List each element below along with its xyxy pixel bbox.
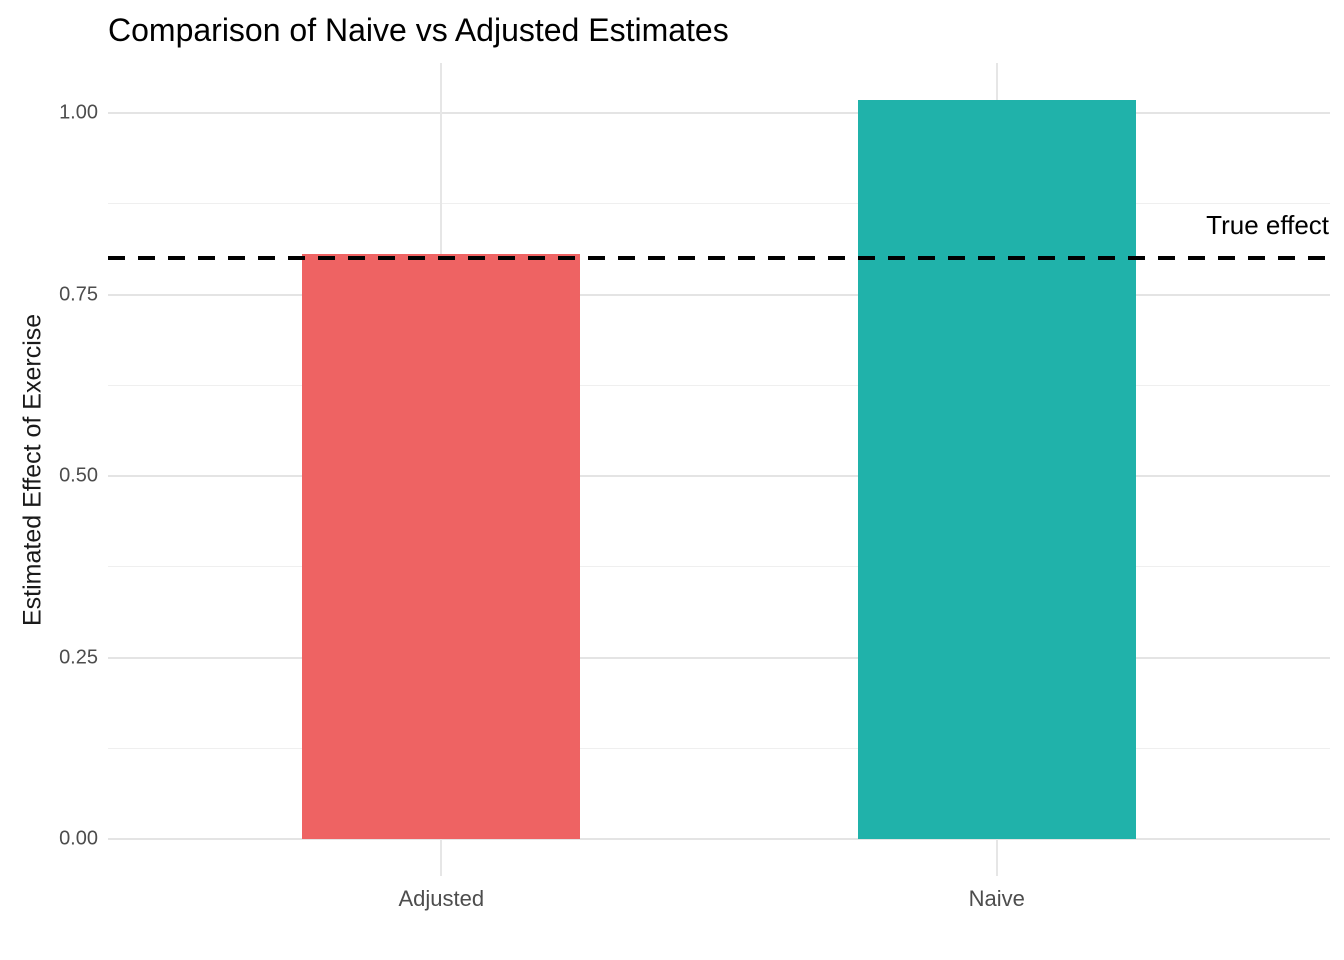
y-minor-gridline [108,384,1330,386]
bar-adjusted [302,253,581,840]
y-major-gridline [108,838,1330,841]
reference-line [108,256,1330,261]
y-minor-gridline [108,203,1330,205]
y-major-gridline [108,475,1330,478]
y-minor-gridline [108,566,1330,568]
y-major-gridline [108,293,1330,296]
y-tick-label: 1.00 [59,101,98,124]
bar-naive [857,99,1136,840]
x-category-label: Adjusted [398,886,485,911]
y-minor-gridline [108,747,1330,749]
chart-title: Comparison of Naive vs Adjusted Estimate… [108,12,729,48]
y-tick-label: 0.50 [59,464,98,487]
y-major-gridline [108,656,1330,659]
y-tick-label: 0.25 [59,646,98,669]
y-tick-label: 0.00 [59,827,98,850]
reference-line-label: True effect [1206,210,1329,241]
plot-panel [108,63,1330,876]
y-tick-label: 0.75 [59,283,98,306]
x-category-label: Naive [968,886,1025,911]
y-major-gridline [108,112,1330,115]
